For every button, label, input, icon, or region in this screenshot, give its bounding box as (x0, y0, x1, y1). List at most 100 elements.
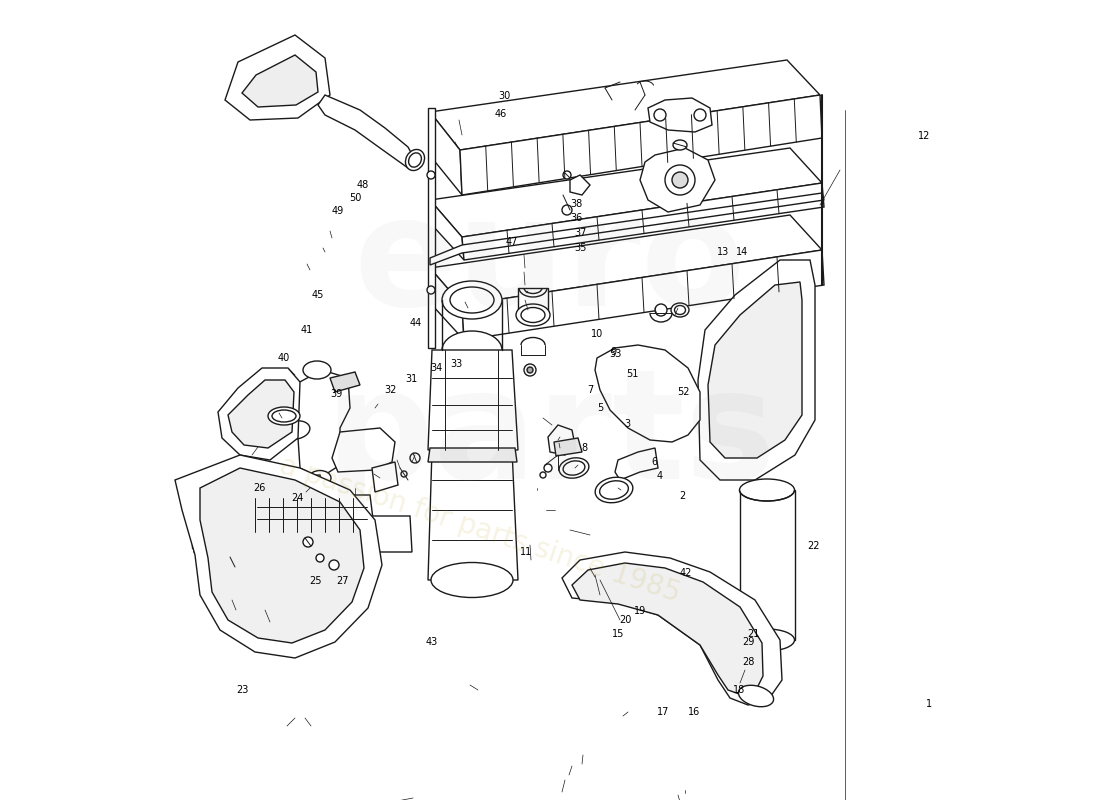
Text: 36: 36 (570, 213, 583, 222)
Polygon shape (554, 438, 582, 456)
Polygon shape (740, 490, 795, 640)
Ellipse shape (408, 153, 421, 167)
Polygon shape (430, 268, 464, 340)
Circle shape (527, 367, 534, 373)
Ellipse shape (272, 410, 296, 422)
Text: 26: 26 (253, 483, 266, 493)
Ellipse shape (671, 303, 689, 317)
Text: 19: 19 (634, 606, 647, 616)
Text: 14: 14 (736, 247, 749, 257)
Text: 7: 7 (587, 386, 594, 395)
Text: 21: 21 (747, 630, 760, 639)
Circle shape (666, 165, 695, 195)
Ellipse shape (674, 306, 685, 314)
Ellipse shape (442, 331, 502, 369)
Circle shape (540, 472, 546, 478)
Polygon shape (462, 250, 824, 340)
Polygon shape (428, 350, 518, 450)
Ellipse shape (431, 562, 513, 598)
Circle shape (410, 453, 420, 463)
Circle shape (672, 172, 688, 188)
Text: euro
parts: euro parts (324, 190, 776, 510)
Text: 50: 50 (349, 194, 362, 203)
Ellipse shape (442, 281, 502, 319)
Text: 20: 20 (619, 615, 632, 625)
Text: 29: 29 (741, 637, 755, 646)
Text: 44: 44 (409, 318, 422, 328)
Circle shape (654, 304, 667, 316)
Polygon shape (372, 462, 398, 492)
Text: 27: 27 (336, 576, 349, 586)
Text: 38: 38 (570, 199, 583, 209)
Polygon shape (226, 35, 330, 120)
Text: 39: 39 (330, 389, 343, 398)
Ellipse shape (406, 150, 425, 170)
Text: 45: 45 (311, 290, 324, 300)
Text: 53: 53 (608, 350, 622, 359)
Text: 22: 22 (807, 542, 821, 551)
Text: 12: 12 (917, 131, 931, 141)
Text: a passion for parts since 1985: a passion for parts since 1985 (276, 452, 684, 608)
Polygon shape (330, 372, 360, 392)
Ellipse shape (738, 686, 773, 706)
Ellipse shape (739, 479, 794, 501)
Polygon shape (640, 148, 715, 212)
Text: 34: 34 (430, 363, 443, 373)
Polygon shape (648, 98, 712, 132)
Polygon shape (430, 112, 462, 195)
Text: 5: 5 (597, 403, 604, 413)
Text: 8: 8 (581, 443, 587, 453)
Polygon shape (562, 552, 782, 705)
Polygon shape (192, 520, 205, 548)
Polygon shape (428, 448, 517, 462)
Polygon shape (462, 183, 824, 260)
Polygon shape (242, 55, 318, 107)
Ellipse shape (268, 407, 300, 425)
Polygon shape (175, 455, 382, 658)
Ellipse shape (302, 361, 331, 379)
Ellipse shape (732, 655, 773, 675)
Text: 4: 4 (657, 471, 663, 481)
Text: 31: 31 (405, 374, 418, 384)
Text: 3: 3 (624, 419, 630, 429)
Polygon shape (318, 95, 415, 168)
Text: 41: 41 (300, 326, 313, 335)
Circle shape (302, 537, 313, 547)
Ellipse shape (600, 481, 628, 499)
Polygon shape (285, 370, 350, 478)
Text: 49: 49 (331, 206, 344, 216)
Text: 6: 6 (651, 457, 658, 466)
Ellipse shape (739, 629, 794, 651)
Polygon shape (428, 450, 518, 580)
Circle shape (427, 286, 434, 294)
Polygon shape (430, 215, 822, 305)
Polygon shape (595, 345, 700, 442)
Circle shape (694, 109, 706, 121)
Text: 2: 2 (679, 491, 685, 501)
Polygon shape (570, 175, 590, 195)
Text: 17: 17 (657, 707, 670, 717)
Text: 43: 43 (425, 637, 438, 646)
Polygon shape (428, 108, 435, 348)
Polygon shape (615, 448, 658, 480)
Polygon shape (430, 200, 464, 260)
Ellipse shape (516, 304, 550, 326)
Circle shape (427, 171, 434, 179)
Ellipse shape (450, 287, 494, 313)
Ellipse shape (309, 470, 331, 486)
Polygon shape (548, 425, 575, 455)
Text: 9: 9 (610, 347, 617, 357)
Polygon shape (430, 148, 822, 237)
Text: 46: 46 (494, 109, 507, 118)
Ellipse shape (282, 421, 310, 439)
Text: 33: 33 (450, 359, 463, 369)
Text: 15: 15 (612, 629, 625, 638)
Polygon shape (430, 193, 824, 265)
Text: 28: 28 (741, 658, 755, 667)
Text: 47: 47 (505, 237, 518, 246)
Text: 16: 16 (688, 707, 701, 717)
Circle shape (329, 560, 339, 570)
Circle shape (524, 364, 536, 376)
Text: 25: 25 (309, 576, 322, 586)
Polygon shape (210, 495, 375, 535)
